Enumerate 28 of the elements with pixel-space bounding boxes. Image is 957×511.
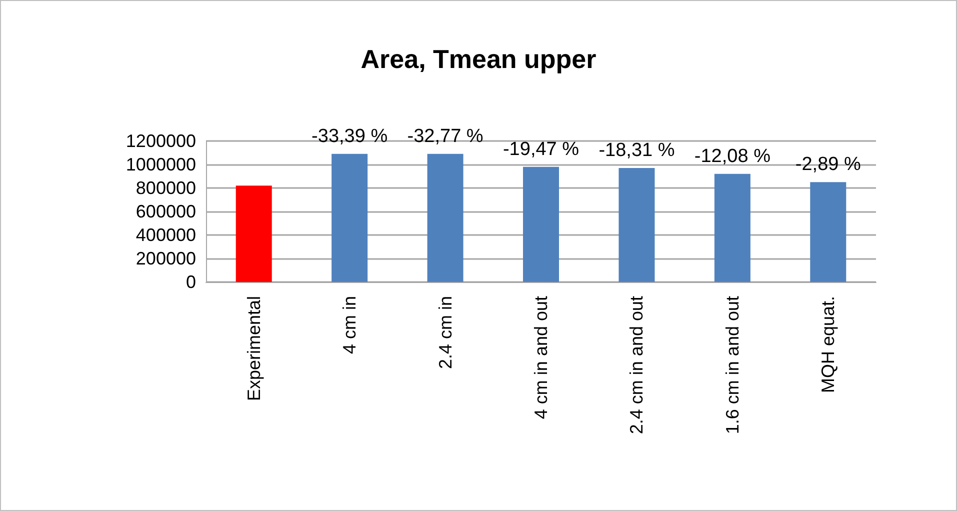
- bar: [332, 154, 368, 282]
- bar: [427, 154, 464, 282]
- bar: [236, 186, 272, 282]
- bar: [714, 174, 750, 282]
- x-tick-label: 4 cm in: [340, 296, 360, 354]
- bar: [618, 168, 655, 282]
- annotation: -2,89 %: [795, 154, 861, 176]
- y-tick-label: 1200000: [126, 131, 196, 151]
- y-tick-label: 200000: [136, 248, 196, 268]
- y-tick-label: 400000: [136, 225, 196, 245]
- chart-title: Area, Tmean upper: [360, 44, 596, 74]
- bar: [810, 182, 846, 282]
- x-tick-label: MQH equat.: [818, 296, 838, 394]
- bar: [523, 166, 559, 282]
- annotation: -33,39 %: [312, 126, 388, 147]
- y-tick-label: 800000: [136, 178, 196, 198]
- y-tick-label: 1000000: [126, 154, 196, 174]
- annotation: -18,31 %: [598, 140, 675, 162]
- annotation: -19,47 %: [502, 138, 580, 160]
- x-tick-label: 4 cm in and out: [531, 296, 551, 420]
- y-tick-label: 0: [186, 272, 196, 292]
- x-tick-label: 2.4 cm in and out: [626, 296, 647, 434]
- annotation: -12,08 %: [694, 146, 771, 167]
- annotation: -32,77 %: [407, 126, 484, 147]
- x-tick-label: Experimental: [244, 296, 264, 402]
- x-tick-label: 1.6 cm in and out: [722, 296, 742, 434]
- y-tick-label: 600000: [136, 202, 196, 222]
- x-tick-label: 2.4 cm in: [435, 296, 456, 370]
